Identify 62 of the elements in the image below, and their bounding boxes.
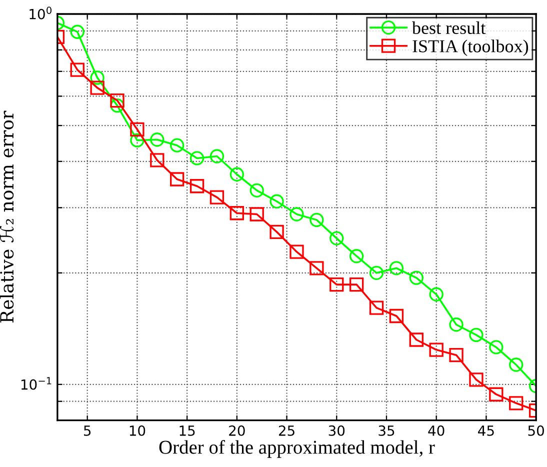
point (509, 358, 524, 372)
point (270, 224, 284, 240)
point (389, 261, 404, 276)
x-axis-title: Order of the approximated model, r (159, 440, 435, 458)
x-tick-label: 25 (278, 425, 294, 436)
point (70, 24, 84, 39)
point (489, 340, 504, 354)
legend-label: best result (412, 21, 486, 34)
x-tick-label: 15 (180, 426, 195, 436)
y-tick-label: 10$^{−1}$ (21, 377, 52, 390)
point (170, 138, 184, 152)
point (130, 133, 144, 148)
point (429, 342, 444, 357)
x-tick-label: 45 (478, 426, 494, 436)
point (330, 231, 344, 246)
point (409, 270, 424, 285)
point (310, 212, 324, 228)
point (170, 172, 184, 186)
point (449, 318, 464, 332)
point (130, 122, 144, 137)
point (270, 194, 284, 208)
point (70, 62, 84, 77)
point (369, 266, 384, 280)
legend-label: ISTIA (toolbox) (412, 40, 528, 56)
y-axis-title: Relative ℋ₂ norm error (0, 110, 14, 323)
x-tick-label: 50 (528, 425, 544, 436)
point (509, 396, 524, 410)
y-tick-label: 10$^{0}$ (30, 6, 52, 20)
point (190, 179, 204, 194)
point (110, 98, 124, 113)
point (90, 70, 104, 85)
point (449, 348, 464, 362)
point (429, 287, 444, 302)
point (250, 183, 264, 198)
point (409, 332, 424, 347)
point (290, 244, 304, 259)
point (190, 151, 204, 166)
point (349, 249, 364, 264)
x-tick-label: 40 (428, 425, 444, 436)
point (349, 277, 364, 292)
point (389, 308, 404, 324)
x-tick-label: 20 (229, 425, 245, 436)
point (290, 207, 304, 222)
point (369, 300, 384, 315)
point (230, 206, 244, 220)
point (90, 80, 104, 95)
point (469, 372, 484, 387)
point (489, 387, 504, 402)
point (150, 132, 164, 147)
point (310, 261, 324, 276)
x-tick-label: 30 (328, 425, 345, 436)
point (230, 167, 244, 182)
point (250, 207, 264, 222)
x-tick-label: 10 (130, 425, 146, 436)
point (150, 153, 164, 168)
point (210, 190, 224, 204)
point (469, 328, 484, 342)
x-tick-label: 35 (378, 425, 394, 436)
point (210, 149, 224, 164)
point (110, 93, 124, 108)
point (330, 277, 344, 292)
x-tick-label: 5 (84, 426, 91, 436)
